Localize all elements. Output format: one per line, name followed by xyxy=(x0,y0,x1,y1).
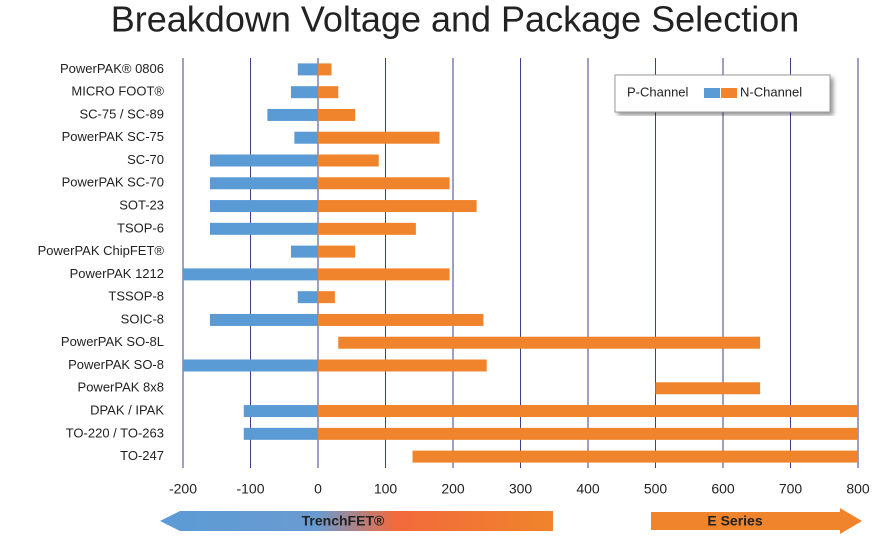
y-tick-label: PowerPAK SO-8 xyxy=(68,357,164,372)
y-tick-label: SC-75 / SC-89 xyxy=(79,106,164,121)
x-tick-label: 200 xyxy=(441,481,465,497)
x-tick-label: 100 xyxy=(374,481,398,497)
annotation: E Series xyxy=(707,513,762,529)
bar xyxy=(318,131,440,144)
legend-swatch xyxy=(704,88,720,98)
y-tick-label: DPAK / IPAK xyxy=(90,402,164,417)
bar xyxy=(318,359,487,372)
bar xyxy=(210,313,318,326)
y-tick-label: SOIC-8 xyxy=(121,311,164,326)
bar xyxy=(318,427,858,440)
x-tick-label: -100 xyxy=(236,481,264,497)
bar xyxy=(318,268,450,281)
y-tick-label: TSSOP-8 xyxy=(108,289,164,304)
y-tick-label: PowerPAK SC-75 xyxy=(62,129,164,144)
legend: P-Channel N-Channel xyxy=(614,74,831,113)
bar xyxy=(243,405,318,418)
x-tick-label: -200 xyxy=(169,481,197,497)
bar xyxy=(318,177,450,190)
y-tick-label: PowerPAK SO-8L xyxy=(61,334,164,349)
chart-title: Breakdown Voltage and Package Selection xyxy=(111,0,799,40)
x-tick-label: 500 xyxy=(644,481,668,497)
bar xyxy=(210,177,318,190)
y-tick-label: PowerPAK SC-70 xyxy=(62,175,164,190)
bar xyxy=(318,291,335,304)
x-tick-label: 700 xyxy=(779,481,803,497)
x-tick-label: 0 xyxy=(314,481,322,497)
bar xyxy=(297,63,318,76)
bar xyxy=(318,222,416,235)
bar xyxy=(297,291,318,304)
bar xyxy=(210,200,318,213)
x-tick-label: 300 xyxy=(509,481,533,497)
bar xyxy=(318,313,484,326)
bar xyxy=(291,86,318,99)
bar xyxy=(291,245,318,258)
bar xyxy=(210,154,318,167)
x-tick-label: 800 xyxy=(846,481,870,497)
bar xyxy=(318,405,858,418)
bar xyxy=(210,222,318,235)
bar xyxy=(183,359,318,372)
y-tick-label: MICRO FOOT® xyxy=(71,84,164,99)
bar xyxy=(318,245,356,258)
bar xyxy=(655,382,761,395)
y-tick-label: PowerPAK 1212 xyxy=(70,266,164,281)
y-tick-label: TSOP-6 xyxy=(117,220,164,235)
trenchfet-arrow xyxy=(160,511,553,531)
annotation: TrenchFET® xyxy=(302,513,385,529)
bar xyxy=(338,336,761,349)
e-series-arrow xyxy=(651,508,862,534)
legend-label: P-Channel xyxy=(627,84,689,99)
x-tick-label: 400 xyxy=(576,481,600,497)
y-tick-label: TO-220 / TO-263 xyxy=(66,425,164,440)
bar xyxy=(318,86,339,99)
bar xyxy=(318,154,379,167)
bar xyxy=(318,63,332,76)
x-tick-label: 600 xyxy=(711,481,735,497)
bar xyxy=(318,108,356,121)
bar xyxy=(294,131,318,144)
legend-label: N-Channel xyxy=(740,84,802,99)
y-tick-label: SOT-23 xyxy=(119,197,164,212)
y-tick-label: PowerPAK 8x8 xyxy=(78,380,164,395)
bar xyxy=(243,427,318,440)
legend-swatch xyxy=(721,88,737,98)
y-tick-label: PowerPAK® 0806 xyxy=(60,61,164,76)
y-tick-label: PowerPAK ChipFET® xyxy=(38,243,165,258)
bar xyxy=(412,450,858,463)
bar xyxy=(183,268,318,281)
bar xyxy=(318,200,477,213)
y-tick-label: TO-247 xyxy=(120,448,164,463)
bar xyxy=(267,108,318,121)
y-tick-label: SC-70 xyxy=(127,152,164,167)
